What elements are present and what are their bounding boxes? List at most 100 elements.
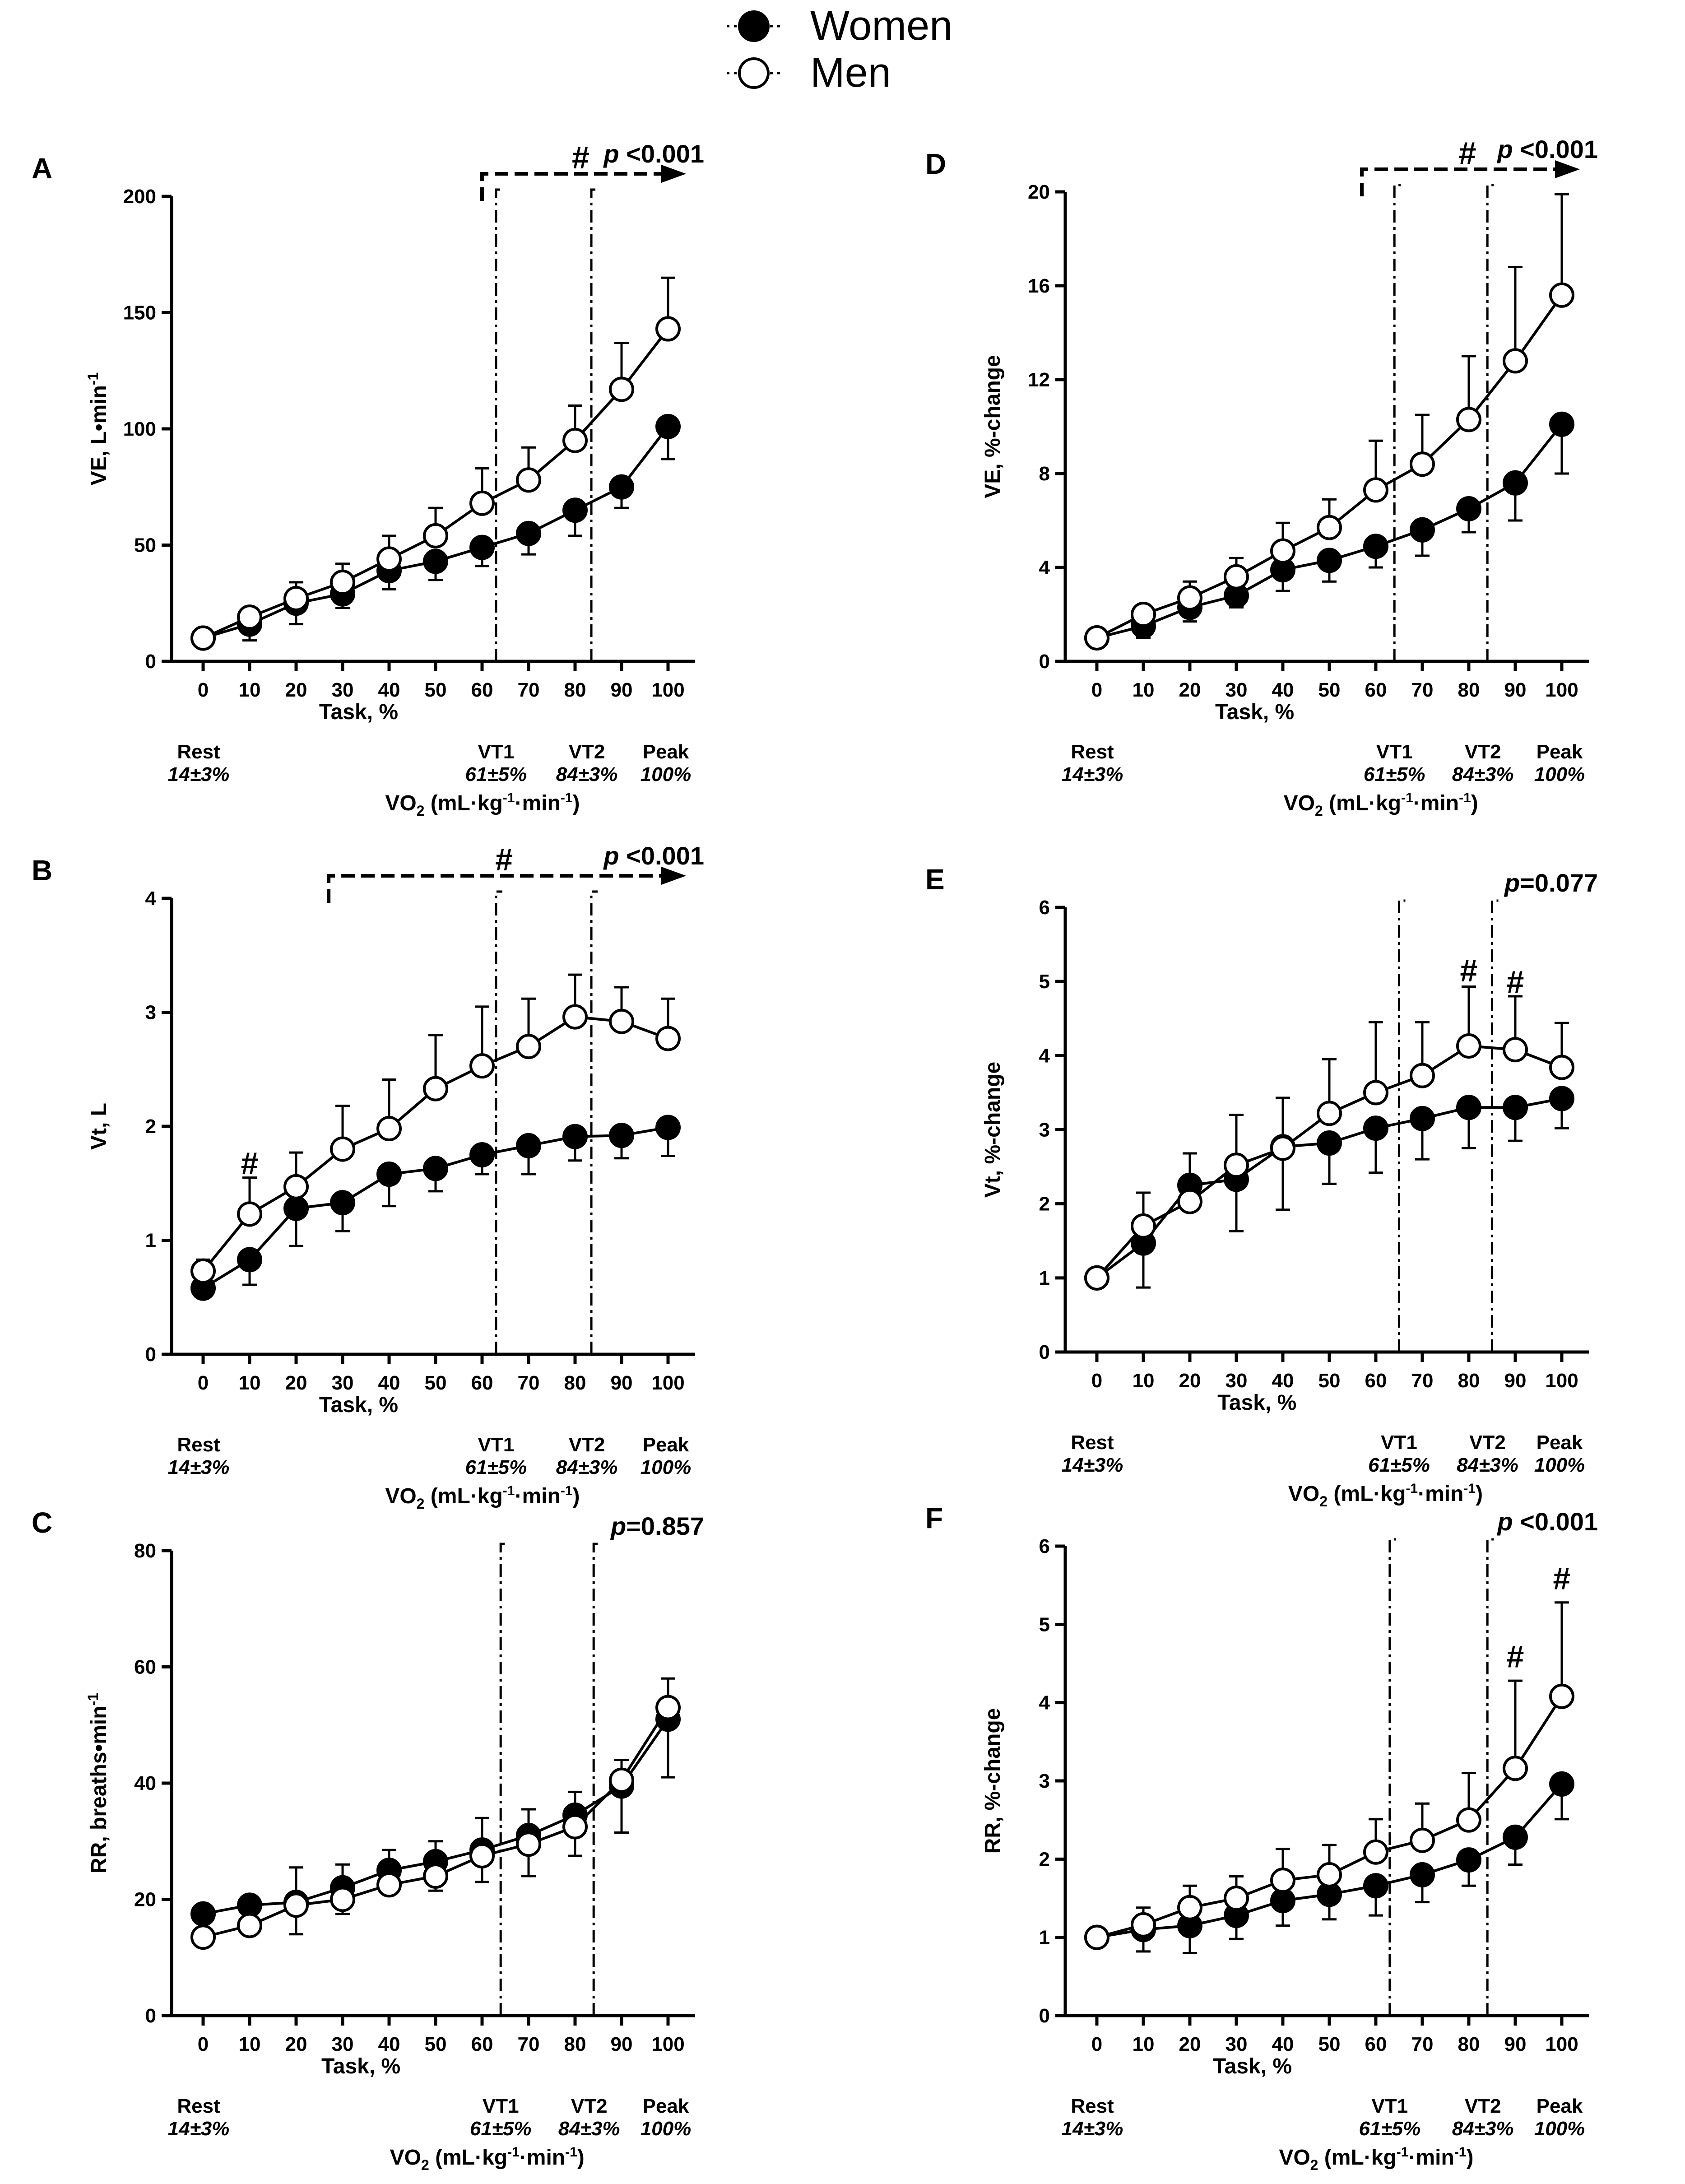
series-women <box>190 1706 681 1936</box>
x-tick-label: 0 <box>198 2033 209 2055</box>
y-tick-label: 12 <box>1028 369 1050 391</box>
annotation-peak-value: 100% <box>641 1456 692 1478</box>
error-bar <box>1555 193 1569 295</box>
annotation-vt1-value: 61±5% <box>1368 1454 1430 1476</box>
legend: Women Men <box>727 3 952 96</box>
y-tick-label: 0 <box>1039 651 1050 673</box>
y-tick-label: 2 <box>1039 1193 1050 1215</box>
data-point <box>190 1258 216 1284</box>
data-point <box>1363 1115 1388 1141</box>
data-point <box>562 428 588 453</box>
data-point <box>469 1142 495 1168</box>
series-men <box>190 276 681 651</box>
x-tick-label: 60 <box>471 1372 493 1394</box>
data-point <box>1363 477 1388 503</box>
x-tick-label: 60 <box>471 2033 493 2055</box>
annotation-vt2-value: 84±3% <box>1457 1454 1518 1476</box>
y-tick-label: 1 <box>1039 1267 1050 1289</box>
annotation-vt2-value: 84±3% <box>556 763 618 785</box>
panel-label: E <box>925 863 945 896</box>
data-point <box>1456 496 1481 521</box>
annotation-vt2: VT2 <box>1465 741 1501 763</box>
y-tick-label: 0 <box>145 2005 156 2027</box>
x-tick-label: 10 <box>239 679 261 701</box>
data-point <box>1503 348 1528 374</box>
data-point <box>1224 1152 1249 1178</box>
data-point <box>1503 470 1528 496</box>
series-women <box>190 1115 681 1301</box>
annotation-vt1: VT1 <box>478 1434 515 1456</box>
data-point <box>469 490 495 516</box>
data-point <box>469 1843 495 1868</box>
data-point <box>1224 1886 1249 1911</box>
hash-mark: # <box>1553 1561 1571 1596</box>
threshold-line-vt2 <box>1491 899 1499 1352</box>
annotation-peak-value: 100% <box>641 2118 692 2140</box>
x-tick-label: 100 <box>651 1372 684 1394</box>
threshold-line-vt2 <box>592 1543 600 2016</box>
data-point <box>423 548 448 574</box>
data-point <box>516 467 541 493</box>
error-bar <box>1555 1601 1569 1696</box>
data-point <box>1410 1063 1435 1088</box>
data-point <box>1456 1095 1481 1120</box>
data-point <box>376 546 402 572</box>
data-point <box>1503 1756 1528 1781</box>
error-bar <box>1508 265 1523 361</box>
hash-mark: # <box>1460 953 1478 988</box>
x-tick-label: 20 <box>285 1372 307 1394</box>
data-point <box>609 1123 634 1148</box>
annotation-peak-value: 100% <box>1534 1454 1585 1476</box>
annotation-rest-value: 14±3% <box>168 2118 230 2140</box>
annotation-vt1-value: 61±5% <box>1364 763 1425 785</box>
annotation-rest: Rest <box>1071 1431 1114 1454</box>
legend-women-marker <box>738 10 770 42</box>
data-point <box>562 497 588 523</box>
data-point <box>376 1872 402 1898</box>
data-point <box>1317 1101 1342 1126</box>
p-value: p <0.001 <box>603 139 704 168</box>
data-point <box>516 520 541 546</box>
arrow-head <box>661 165 686 183</box>
data-point <box>237 1247 262 1273</box>
annotation-rest: Rest <box>177 2095 220 2117</box>
series-line <box>202 328 669 640</box>
y-tick-label: 100 <box>123 418 156 440</box>
p-value: p=0.857 <box>610 1512 704 1540</box>
data-point <box>423 523 448 548</box>
data-point <box>1410 1827 1435 1853</box>
data-point <box>330 1190 355 1216</box>
series-men <box>1084 1601 1574 1950</box>
x-tick-label: 70 <box>518 679 540 701</box>
annotation-vt2-value: 84±3% <box>556 1456 618 1478</box>
annotation-vt2: VT2 <box>569 1434 605 1456</box>
annotation-rest: Rest <box>177 1434 220 1456</box>
x-tick-label: 100 <box>651 679 684 701</box>
data-point <box>1456 1847 1481 1873</box>
annotation-vt1: VT1 <box>1372 2095 1408 2117</box>
x-tick-label: 100 <box>1545 1370 1578 1392</box>
annotation-peak: Peak <box>643 2095 689 2117</box>
x-tick-label: 70 <box>1411 2033 1434 2055</box>
x-tick-label: 80 <box>1458 1370 1480 1392</box>
legend-women: Women <box>727 3 952 49</box>
panel-label: F <box>925 1502 943 1534</box>
hash-mark: # <box>1507 1639 1524 1674</box>
y-tick-label: 5 <box>1039 971 1050 993</box>
arrow-head <box>1555 160 1580 178</box>
x-axis-label: Task, % <box>321 2054 400 2078</box>
threshold-line-vt2 <box>590 890 598 1354</box>
data-point <box>1317 515 1342 540</box>
hash-mark: # <box>1507 964 1524 999</box>
data-point <box>1131 1912 1156 1938</box>
x-tick-label: 50 <box>1318 679 1341 701</box>
panel-c: C 0 20 40 60 80 0 10 20 30 40 50 60 70 80 90 100 Task, % R… <box>32 1506 704 2173</box>
annotation-vt2-value: 84±3% <box>1452 2118 1514 2140</box>
data-point <box>1410 1862 1435 1887</box>
data-point <box>1410 1106 1435 1131</box>
x-tick-label: 90 <box>1504 679 1527 701</box>
vo2-label: VO2 (mL·kg-1·min-1) <box>1279 2145 1473 2173</box>
data-point <box>562 1124 588 1149</box>
data-point <box>562 1004 588 1030</box>
y-tick-label: 2 <box>1039 1848 1050 1870</box>
